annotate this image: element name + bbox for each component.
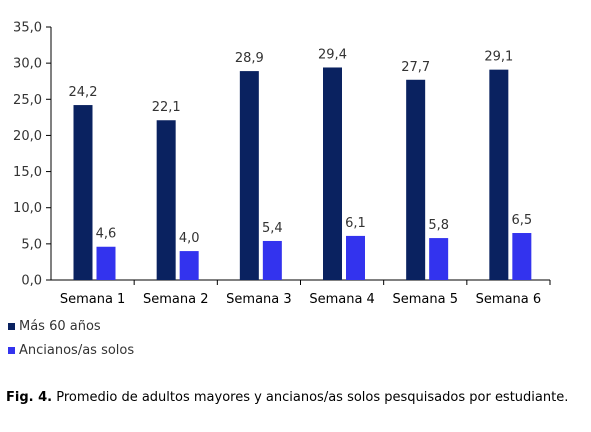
y-tick-label: 15,0	[13, 165, 42, 180]
data-label-series-1: 29,1	[484, 50, 513, 65]
legend-swatch-series-2	[8, 347, 15, 354]
legend-item-series-2: Ancianos/as solos	[8, 343, 134, 358]
bar-chart: 0,0 5,0 10,0 15,0 20,0 25,0 30,0 35,0 Semana 1 24…	[13, 21, 551, 307]
data-label-series-1: 29,4	[318, 47, 347, 62]
y-tick-label: 35,0	[13, 21, 42, 36]
y-tick-label: 10,0	[13, 201, 42, 216]
data-label-series-1: 24,2	[69, 85, 98, 100]
figure-caption-text: Promedio de adultos mayores y ancianos/a…	[52, 390, 569, 405]
data-label-series-2: 4,0	[179, 231, 200, 246]
bar-series-1	[323, 67, 342, 280]
x-category-label: Semana 5	[393, 292, 459, 307]
data-label-series-1: 28,9	[235, 51, 264, 66]
bar-series-1	[489, 69, 509, 280]
bar-series-2	[346, 235, 365, 280]
x-category-label: Semana 6	[476, 292, 542, 307]
legend-label-series-1: Más 60 años	[19, 319, 101, 334]
data-label-series-1: 27,7	[401, 60, 430, 75]
bar-series-2	[96, 246, 116, 280]
x-category-label: Semana 4	[309, 292, 375, 307]
y-tick-label: 5,0	[21, 237, 42, 252]
y-tick-label: 0,0	[21, 274, 42, 289]
legend-item-series-1: Más 60 años	[8, 319, 101, 334]
bar-series-2	[512, 233, 532, 280]
x-category-label: Semana 3	[226, 292, 292, 307]
data-label-series-2: 4,6	[96, 227, 117, 242]
data-label-series-1: 22,1	[152, 100, 181, 115]
y-tick-label: 30,0	[13, 57, 42, 72]
bar-series-1	[239, 71, 259, 280]
bar-series-1	[73, 105, 93, 280]
bar-series-1	[406, 79, 426, 280]
legend-label-series-2: Ancianos/as solos	[19, 343, 135, 358]
y-tick-label: 25,0	[13, 93, 42, 108]
x-category-label: Semana 2	[143, 292, 209, 307]
figure-caption: Fig. 4. Promedio de adultos mayores y an…	[6, 390, 568, 405]
x-category-label: Semana 1	[60, 292, 126, 307]
data-label-series-2: 6,5	[511, 213, 532, 228]
bar-series-2	[429, 238, 449, 280]
bar-series-1	[156, 120, 176, 281]
data-label-series-2: 6,1	[345, 216, 366, 231]
figure-caption-prefix: Fig. 4.	[6, 390, 53, 405]
data-label-series-2: 5,4	[262, 221, 283, 236]
data-label-series-2: 5,8	[428, 218, 449, 233]
legend-swatch-series-1	[8, 323, 15, 330]
bar-series-2	[262, 240, 282, 280]
y-tick-label: 20,0	[13, 129, 42, 144]
bar-series-2	[179, 251, 199, 280]
